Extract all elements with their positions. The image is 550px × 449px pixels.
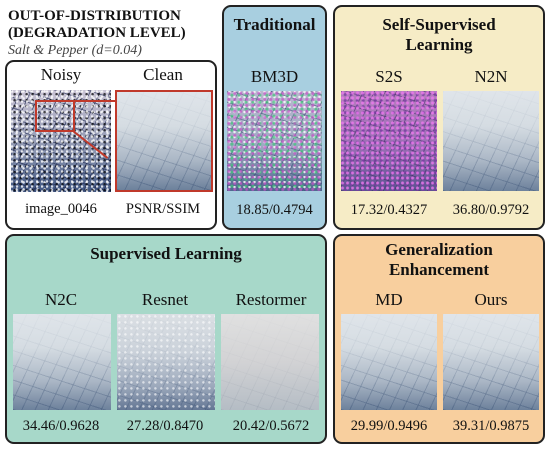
s2s-image [341, 91, 437, 191]
image-id-label: image_0046 [25, 201, 97, 217]
n2n-label: N2N [474, 67, 508, 86]
resnet-image [117, 314, 215, 410]
heading-subtitle: Salt & Pepper (d=0.04) [8, 43, 142, 58]
traditional-title: Traditional [233, 15, 316, 34]
ours-metric: 39.31/0.9875 [452, 418, 530, 434]
restormer-label: Restormer [235, 290, 307, 309]
n2n-image [443, 91, 539, 191]
bm3d-metric: 18.85/0.4794 [236, 202, 313, 218]
generalization-title-line-1: Generalization [385, 240, 493, 259]
restormer-image [221, 314, 319, 410]
md-metric: 29.99/0.9496 [350, 418, 428, 434]
n2n-metric: 36.80/0.9792 [452, 202, 530, 218]
generalization-title-line-2: Enhancement [388, 260, 490, 279]
noisy-label: Noisy [40, 65, 82, 84]
resnet-label: Resnet [141, 290, 189, 309]
s2s-metric: 17.32/0.4327 [350, 202, 428, 218]
reference-panel: Noisy Clean image_0046 PSNR/SSIM [5, 60, 217, 230]
figure-heading: OUT-OF-DISTRIBUTION (DEGRADATION LEVEL) … [8, 8, 223, 59]
metric-label: PSNR/SSIM [125, 201, 201, 217]
n2c-metric: 34.46/0.9628 [22, 418, 100, 434]
n2c-label: N2C [44, 290, 78, 309]
restormer-metric: 20.42/0.5672 [232, 418, 310, 434]
heading-line-1: OUT-OF-DISTRIBUTION [8, 8, 181, 24]
zoom-connector-top [73, 100, 117, 102]
bm3d-label: BM3D [250, 67, 299, 86]
n2c-image [13, 314, 111, 410]
zoom-region-box [35, 100, 75, 132]
resnet-metric: 27.28/0.8470 [126, 418, 204, 434]
self-supervised-title-line-2: Learning [405, 35, 473, 54]
heading-line-2: (DEGRADATION LEVEL) [8, 25, 186, 41]
generalization-panel: Generalization Enhancement MD Ours 29.99… [333, 234, 545, 444]
self-supervised-panel: Self-Supervised Learning S2S N2N 17.32/0… [333, 5, 545, 230]
clean-image-zoom [115, 90, 213, 192]
bm3d-image [227, 91, 322, 191]
ours-label: Ours [474, 290, 508, 309]
supervised-title: Supervised Learning [90, 244, 242, 263]
ours-image [443, 314, 539, 410]
md-label: MD [375, 290, 403, 309]
s2s-label: S2S [375, 67, 403, 86]
noisy-image [11, 90, 111, 192]
md-image [341, 314, 437, 410]
self-supervised-title-line-1: Self-Supervised [382, 15, 496, 34]
clean-label: Clean [143, 65, 183, 84]
supervised-panel: Supervised Learning N2C Resnet Restormer… [5, 234, 327, 444]
traditional-panel: Traditional BM3D 18.85/0.4794 [222, 5, 327, 230]
